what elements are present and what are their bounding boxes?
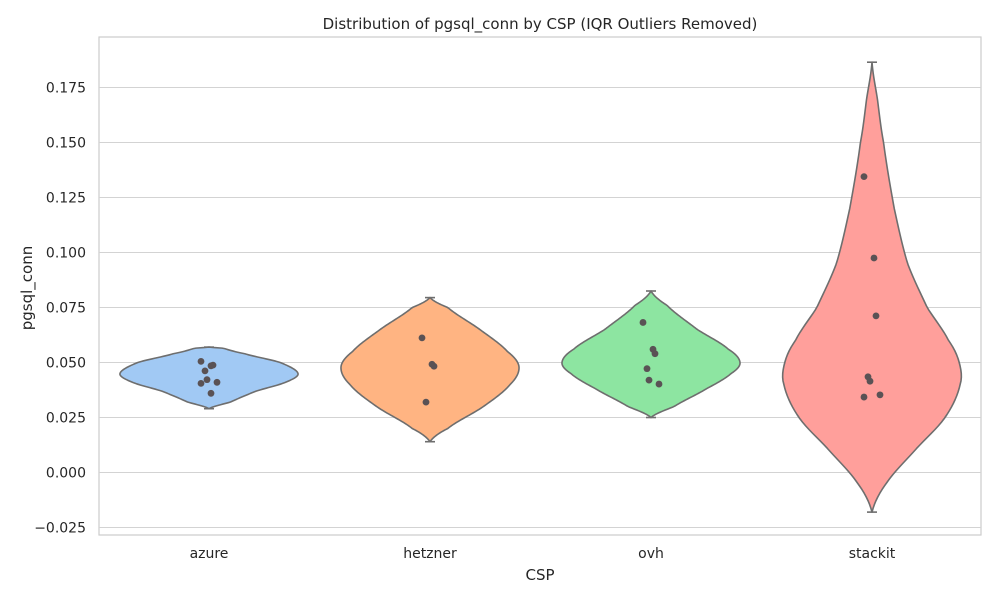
- data-point-azure: [197, 358, 205, 365]
- data-point-ovh: [645, 376, 653, 384]
- x-axis-title: CSP: [525, 566, 554, 584]
- x-tick-label-hetzner: hetzner: [403, 546, 457, 562]
- grid-lines: [99, 86, 981, 529]
- y-tick-labels: −0.025 0.000 0.025 0.050 0.075 0.100 0.125 0.15…: [34, 81, 86, 537]
- data-point-stackit: [876, 391, 884, 399]
- x-tick-labels: azure hetzner ovh stackit: [190, 546, 896, 562]
- x-tick-label-azure: azure: [190, 546, 229, 562]
- y-tick-label: 0.125: [46, 191, 86, 207]
- y-tick-label: −0.025: [34, 521, 86, 537]
- y-tick-label: 0.050: [46, 356, 86, 372]
- y-tick-label: 0.175: [46, 81, 86, 97]
- data-point-azure: [201, 367, 209, 375]
- y-tick-label: 0.100: [46, 246, 86, 262]
- data-point-ovh: [643, 365, 651, 373]
- data-point-stackit: [870, 254, 878, 262]
- y-axis-title: pgsql_conn: [18, 246, 37, 331]
- data-point-hetzner: [430, 362, 438, 370]
- chart-title: Distribution of pgsql_conn by CSP (IQR O…: [323, 15, 758, 34]
- y-tick-label: 0.025: [46, 411, 86, 427]
- y-tick-label: 0.000: [46, 466, 86, 482]
- data-points: [197, 173, 884, 406]
- x-tick-label-stackit: stackit: [849, 546, 896, 562]
- data-point-azure: [203, 376, 211, 384]
- data-point-azure: [209, 361, 217, 369]
- data-point-stackit: [860, 393, 868, 401]
- data-point-ovh: [639, 319, 647, 326]
- y-tick-label: 0.075: [46, 301, 86, 317]
- y-tick-label: 0.150: [46, 136, 86, 152]
- data-point-ovh: [651, 350, 659, 358]
- data-point-azure: [197, 380, 205, 387]
- data-point-hetzner: [418, 334, 426, 342]
- data-point-stackit: [860, 173, 868, 181]
- data-point-ovh: [655, 380, 663, 388]
- x-tick-label-ovh: ovh: [638, 546, 664, 562]
- data-point-hetzner: [422, 398, 430, 406]
- data-point-stackit: [866, 377, 874, 385]
- data-point-stackit: [872, 312, 880, 320]
- data-point-azure: [207, 389, 215, 397]
- data-point-azure: [213, 378, 221, 386]
